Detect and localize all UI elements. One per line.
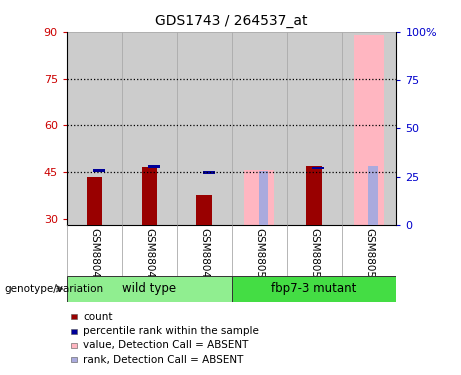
Bar [354, 35, 384, 225]
Text: GSM88045: GSM88045 [199, 228, 209, 284]
Bar [93, 169, 105, 172]
Text: GSM88053: GSM88053 [309, 228, 319, 284]
Bar [231, 276, 396, 302]
Text: value, Detection Call = ABSENT: value, Detection Call = ABSENT [83, 340, 248, 350]
Text: GSM88044: GSM88044 [144, 228, 154, 284]
Bar [231, 32, 287, 225]
Bar [148, 165, 160, 168]
Bar [313, 166, 325, 170]
Text: GSM88054: GSM88054 [364, 228, 374, 284]
Bar [122, 32, 177, 225]
Bar [177, 32, 231, 225]
Bar [67, 32, 122, 225]
Bar [244, 171, 274, 225]
Bar [231, 32, 287, 225]
Bar [287, 32, 342, 225]
Bar [307, 166, 322, 225]
Text: wild type: wild type [122, 282, 176, 295]
Bar [177, 32, 231, 225]
Text: rank, Detection Call = ABSENT: rank, Detection Call = ABSENT [83, 355, 243, 364]
Bar [196, 195, 212, 225]
Title: GDS1743 / 264537_at: GDS1743 / 264537_at [155, 14, 308, 28]
Bar [368, 166, 378, 225]
Bar [259, 171, 268, 225]
Text: fbp7-3 mutant: fbp7-3 mutant [272, 282, 357, 295]
Bar [342, 32, 396, 225]
Text: genotype/variation: genotype/variation [5, 285, 104, 294]
Bar [67, 32, 122, 225]
Text: GSM88043: GSM88043 [89, 228, 99, 284]
Bar [342, 32, 396, 225]
Text: GSM88052: GSM88052 [254, 228, 264, 284]
Bar [67, 276, 231, 302]
Bar [142, 167, 157, 225]
Bar [87, 177, 102, 225]
Text: count: count [83, 312, 112, 322]
Bar [122, 32, 177, 225]
Bar [202, 171, 215, 174]
Text: percentile rank within the sample: percentile rank within the sample [83, 326, 259, 336]
Bar [287, 32, 342, 225]
